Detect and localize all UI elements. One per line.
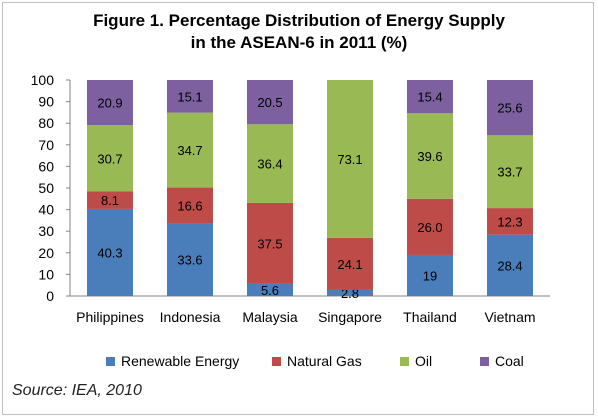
data-label: 33.6 (177, 253, 202, 268)
bar-segment (247, 80, 293, 125)
chart-title: Figure 1. Percentage Distribution of Ene… (0, 10, 598, 54)
bar-segment (407, 198, 453, 255)
data-label: 28.4 (497, 258, 522, 273)
data-label: 15.1 (177, 89, 202, 104)
y-tick-label: 10 (38, 266, 54, 282)
x-tick-label: Philippines (76, 309, 144, 325)
bar-segment (247, 202, 293, 284)
data-label: 37.5 (257, 236, 282, 251)
bar-segment (327, 80, 373, 238)
data-label: 33.7 (497, 165, 522, 180)
bar-segment (487, 208, 533, 235)
bar-segment (487, 135, 533, 209)
bar-segment (87, 80, 133, 126)
data-label: 12.3 (497, 214, 522, 229)
bar-segment (407, 80, 453, 114)
bar-segment (167, 187, 213, 224)
chart-title-line-1: Figure 1. Percentage Distribution of Ene… (93, 11, 505, 30)
legend-swatch (106, 357, 115, 366)
bar-segment (87, 208, 133, 296)
bar-segment (487, 234, 533, 296)
legend-swatch (480, 357, 489, 366)
legend-label: Coal (495, 353, 524, 369)
legend-swatch (400, 357, 409, 366)
x-tick-label: Thailand (403, 309, 457, 325)
bar-segment (167, 80, 213, 113)
bar-segment (247, 283, 293, 296)
x-tick-label: Singapore (318, 309, 382, 325)
data-label: 5.6 (261, 283, 279, 298)
legend-label: Oil (415, 353, 432, 369)
data-label: 20.9 (97, 96, 122, 111)
y-tick-label: 50 (38, 180, 54, 196)
legend-label: Renewable Energy (121, 353, 239, 369)
data-label: 40.3 (97, 245, 122, 260)
y-tick-label: 0 (46, 288, 54, 304)
bar-segment (487, 80, 533, 136)
y-tick-label: 100 (31, 72, 55, 88)
bar-segment (167, 112, 213, 188)
bar-segment (327, 289, 373, 296)
y-tick-label: 90 (38, 94, 54, 110)
x-tick-label: Malaysia (242, 309, 297, 325)
data-label: 30.7 (97, 151, 122, 166)
data-label: 25.6 (497, 101, 522, 116)
y-tick-label: 30 (38, 223, 54, 239)
data-label: 34.7 (177, 143, 202, 158)
legend-label: Natural Gas (287, 353, 362, 369)
data-label: 20.5 (257, 95, 282, 110)
bar-segment (87, 125, 133, 192)
data-label: 15.4 (417, 90, 442, 105)
x-tick-label: Vietnam (484, 309, 535, 325)
data-label: 39.6 (417, 149, 442, 164)
data-label: 8.1 (101, 193, 119, 208)
x-tick-label: Indonesia (160, 309, 221, 325)
y-tick-label: 20 (38, 245, 54, 261)
data-label: 19 (423, 268, 437, 283)
data-label: 36.4 (257, 157, 282, 172)
chart-title-line-2: in the ASEAN-6 in 2011 (%) (190, 33, 408, 52)
y-tick-label: 40 (38, 202, 54, 218)
data-label: 73.1 (337, 152, 362, 167)
source-note: Source: IEA, 2010 (12, 382, 142, 399)
y-tick-label: 60 (38, 158, 54, 174)
bar-segment (407, 113, 453, 199)
bar-segment (327, 237, 373, 290)
y-tick-label: 80 (38, 115, 54, 131)
y-tick-label: 70 (38, 137, 54, 153)
data-label: 26.0 (417, 220, 442, 235)
bar-segment (167, 223, 213, 296)
bar-segment (87, 191, 133, 209)
legend-swatch (272, 357, 281, 366)
bar-segment (407, 254, 453, 296)
data-label: 16.6 (177, 198, 202, 213)
data-label: 24.1 (337, 257, 362, 272)
bar-segment (247, 124, 293, 203)
